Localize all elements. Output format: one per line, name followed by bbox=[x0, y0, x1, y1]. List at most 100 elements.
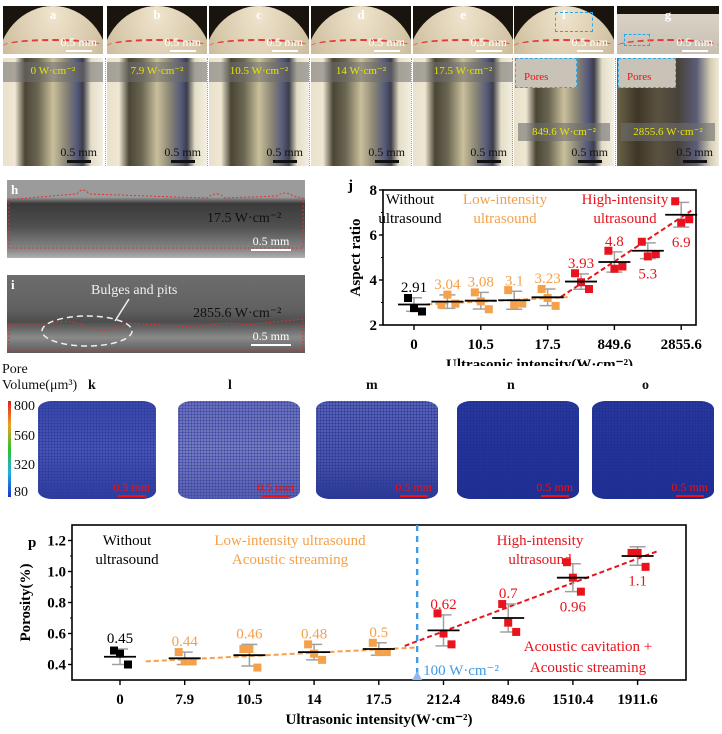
data-point bbox=[304, 640, 313, 649]
top-view-3: 14 W·cm⁻² 0.5 mm bbox=[311, 58, 411, 166]
scale-bar-label: 0.5 mm bbox=[368, 35, 405, 49]
data-point bbox=[604, 246, 613, 255]
data-point bbox=[447, 640, 456, 649]
mean-value-label: 0.46 bbox=[236, 626, 263, 642]
x-tick-label: 10.5 bbox=[468, 337, 494, 353]
panel-letter: d bbox=[357, 7, 365, 22]
data-point bbox=[116, 649, 124, 658]
colorbar-tick: 320 bbox=[14, 458, 35, 473]
data-point bbox=[253, 663, 262, 672]
data-point bbox=[418, 307, 426, 316]
mean-value-label: 2.91 bbox=[401, 280, 427, 296]
scale-bar: 0.5 mm bbox=[571, 35, 608, 52]
data-point bbox=[498, 600, 507, 609]
zoom-box-f bbox=[555, 12, 593, 32]
aspect-ratio-chart: 2 4 6 8 0 10.5 17.5 849.6 2855.6 Ultrasonic inten… bbox=[347, 178, 702, 366]
data-point bbox=[576, 587, 585, 596]
colorbar-title-line1: Pore bbox=[2, 362, 28, 377]
panel-letter: k bbox=[88, 378, 96, 393]
panel-letter: c bbox=[256, 7, 262, 22]
scale-bar-label: 0.5 mm bbox=[266, 35, 303, 49]
cross-section-a: a 0.5 mm bbox=[3, 6, 103, 54]
data-point bbox=[677, 218, 686, 227]
divider bbox=[207, 58, 208, 166]
scale-bar: 0.5 mm bbox=[60, 35, 97, 52]
cross-section-b: b 0.5 mm bbox=[107, 6, 207, 54]
intensity-label: 2855.6 W·cm⁻² bbox=[621, 123, 715, 141]
scale-bar: 0.5 mm bbox=[470, 35, 507, 52]
melt-boundary-outline bbox=[8, 298, 304, 352]
data-point bbox=[643, 252, 652, 261]
colorbar-tick: 560 bbox=[14, 429, 35, 444]
cross-section-d: d 0.5 mm bbox=[311, 6, 411, 54]
x-tick-label: 1911.6 bbox=[617, 692, 658, 708]
data-point bbox=[443, 290, 452, 299]
data-point bbox=[562, 558, 571, 567]
porosity-chart: 0.4 0.6 0.8 1.0 1.2 0 7.9 10.5 14 17.5 212.4 849.6 1… bbox=[18, 524, 687, 728]
pores-label: Pores bbox=[524, 71, 549, 83]
data-point bbox=[245, 645, 254, 653]
panel-letter: m bbox=[366, 378, 378, 393]
panel-letter: l bbox=[228, 378, 232, 393]
colorbar-title-line2: Volume(μm³) bbox=[2, 378, 78, 393]
data-point bbox=[374, 648, 383, 657]
scale-bar: 0.5 mm bbox=[164, 145, 201, 163]
scale-bar-label: 0.5 mm bbox=[571, 35, 608, 49]
data-point bbox=[633, 548, 642, 557]
panel-letter: b bbox=[153, 7, 161, 22]
melt-pool-boundary bbox=[3, 39, 103, 53]
data-point bbox=[382, 648, 391, 657]
group-label-low: Acoustic streaming bbox=[232, 552, 349, 568]
intensity-label: 0 W·cm⁻² bbox=[30, 65, 76, 77]
group-label-low: Low-intensity bbox=[463, 192, 548, 208]
scale-bar: 0.5 mm bbox=[671, 480, 708, 497]
panel-h-image: h 17.5 W·cm⁻² 0.5 mm bbox=[7, 180, 305, 258]
x-tick-label: 1510.4 bbox=[552, 692, 594, 708]
colorbar-tick: 80 bbox=[14, 485, 28, 500]
data-point bbox=[188, 657, 197, 666]
ct-pore-volume-k: 0.5 mm bbox=[38, 401, 156, 499]
mean-value-label: 3.08 bbox=[468, 274, 494, 290]
panel-letter: p bbox=[28, 535, 36, 551]
x-tick-label: 0 bbox=[116, 692, 124, 708]
data-point bbox=[551, 301, 560, 310]
mean-value-label: 3.04 bbox=[434, 277, 461, 293]
intensity-label: 849.6 W·cm⁻² bbox=[518, 123, 610, 141]
pores-label: Pores bbox=[627, 71, 652, 83]
ct-pore-volume-m: 0.5 mm bbox=[316, 401, 438, 499]
ct-pore-volume-n: 0.5 mm bbox=[457, 401, 579, 499]
mean-value-label: 0.7 bbox=[499, 586, 518, 602]
x-axis-label: Ultrasonic intensity(W·cm⁻²) bbox=[446, 357, 633, 366]
group-label-low: ultrasound bbox=[473, 211, 537, 227]
divider bbox=[309, 58, 310, 166]
panel-i-image: i Bulges and pits 2855.6 W·cm⁻² 0.5 mm bbox=[7, 275, 305, 353]
x-tick-label: 17.5 bbox=[366, 692, 392, 708]
panel-letter: a bbox=[49, 7, 57, 22]
scale-bar-label: 0.5 mm bbox=[266, 145, 303, 159]
data-point bbox=[618, 262, 627, 271]
scale-bar: 0.5 mm bbox=[676, 145, 713, 163]
y-tick-label: 0.4 bbox=[47, 658, 66, 674]
divider bbox=[512, 58, 513, 166]
ct-pore-volume-l: 0.5 mm bbox=[178, 401, 300, 499]
data-point bbox=[651, 250, 660, 259]
scale-bar: 0.5 mm bbox=[257, 480, 294, 497]
mean-value-label: 3.1 bbox=[505, 273, 524, 289]
scale-bar-label: 0.5 mm bbox=[470, 145, 507, 159]
data-point bbox=[318, 655, 327, 664]
y-tick-label: 0.8 bbox=[47, 596, 66, 612]
panel-letter: i bbox=[11, 277, 15, 292]
scale-bar: 0.5 mm bbox=[113, 480, 150, 497]
y-axis-label: Porosity(%) bbox=[18, 563, 34, 641]
scale-bar: 0.5 mm bbox=[251, 329, 291, 346]
group-label-high: High-intensity bbox=[582, 192, 669, 208]
x-tick-label: 10.5 bbox=[236, 692, 262, 708]
data-point bbox=[174, 648, 183, 657]
data-point bbox=[433, 609, 442, 618]
data-point bbox=[470, 288, 479, 297]
data-point bbox=[685, 215, 694, 224]
scale-bar: 0.5 mm bbox=[536, 480, 573, 497]
data-point bbox=[180, 657, 189, 666]
data-point bbox=[671, 197, 680, 206]
scale-bar: 0.5 mm bbox=[266, 145, 303, 163]
